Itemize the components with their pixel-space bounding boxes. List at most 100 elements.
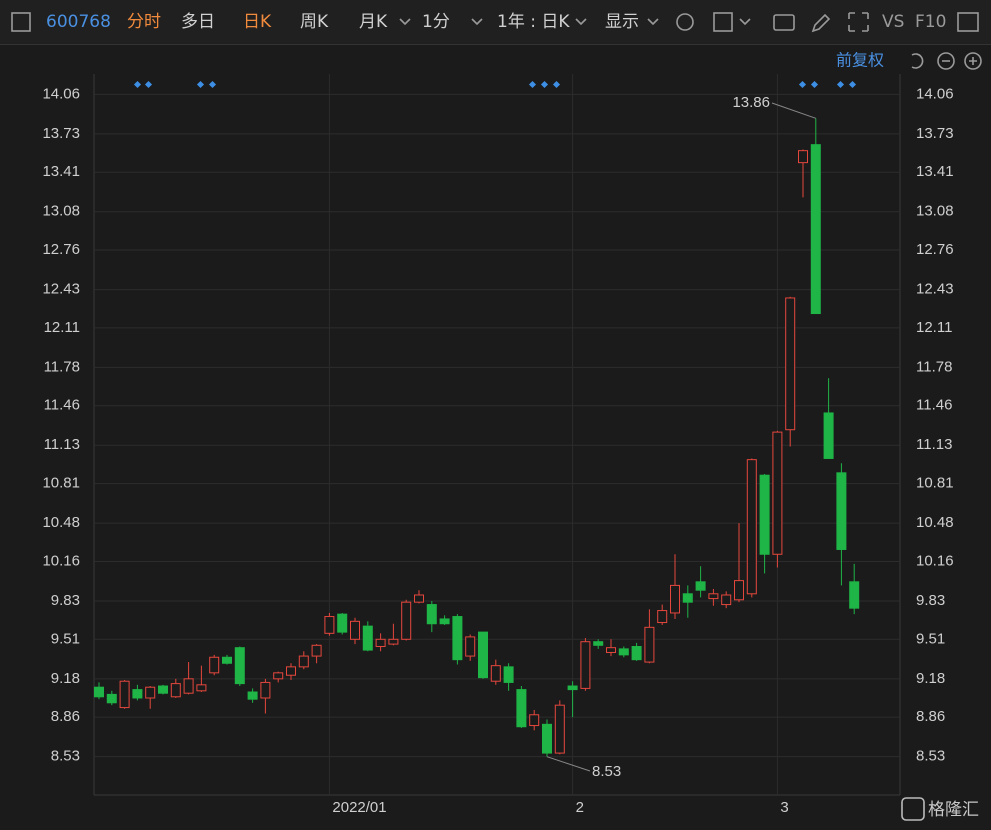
stock-code[interactable]: 600768 [46,12,111,32]
candle-body [158,685,168,694]
y-tick-label: 11.46 [44,397,80,414]
candle-body [286,666,296,676]
y2-tick-label: 12.43 [916,281,954,298]
chevron[interactable] [575,18,587,26]
y-tick-label: 13.73 [42,125,80,142]
f10-button[interactable]: F10 [915,12,946,32]
candle-body [721,594,732,606]
candle-body [247,691,258,700]
y2-tick-label: 13.73 [916,125,954,142]
candle-body [452,616,463,661]
y-tick-label: 12.11 [44,319,80,336]
zoom-out[interactable] [937,52,955,70]
y2-tick-label: 14.06 [916,85,954,102]
y-tick-label: 11.78 [44,358,80,375]
chevron[interactable] [471,18,483,26]
candle-body [375,638,386,647]
y2-tick-label: 10.16 [916,552,954,569]
candle-body [836,472,847,550]
candle-body [542,723,552,754]
y2-tick-label: 10.48 [916,514,954,531]
y-tick-label: 9.83 [51,592,80,609]
y2-tick-label: 8.86 [916,708,945,725]
candle-body [350,620,360,640]
reset-icon[interactable] [911,53,924,69]
candle-body [567,685,578,691]
tab[interactable]: 日K [243,12,272,32]
candle-body [106,693,117,704]
pen-icon[interactable] [811,13,831,33]
tab[interactable]: 分时 [127,12,161,32]
candle-body [810,144,821,315]
tab[interactable]: 1年 : 日K [497,12,570,32]
candle-body [593,641,604,646]
y2-tick-label: 13.08 [916,203,954,220]
settings-icon[interactable] [676,13,694,31]
y-tick-label: 12.43 [42,281,80,298]
y2-tick-label: 12.11 [916,319,952,336]
panel-icon[interactable] [957,12,979,32]
candle-body [337,613,348,633]
max-label: 13.86 [732,94,770,111]
candle-body [260,681,271,699]
y2-tick-label: 11.13 [916,436,952,453]
candle-body [670,584,680,614]
event-markers [133,80,857,89]
x-tick-label: 3 [780,799,788,816]
candle-body [298,655,309,668]
vs-button[interactable]: VS [882,12,904,32]
y2-tick-label: 13.41 [916,163,954,180]
y-tick-label: 8.86 [51,708,80,725]
candle-body [209,656,220,674]
candle-body [170,683,181,698]
candle-body [132,689,143,699]
y-tick-label: 9.51 [51,630,80,647]
adjust-mode[interactable]: 前复权 [836,51,884,70]
candle-body [145,686,156,699]
y-tick-label: 10.48 [42,514,80,531]
min-leader [546,756,591,772]
candle-body [490,665,501,682]
y2-tick-label: 11.46 [916,397,952,414]
candle-body [734,580,744,601]
candle-body [362,625,373,651]
candle-body [478,631,488,679]
y-tick-label: 11.13 [44,436,80,453]
candle-body [682,593,693,603]
y-tick-label: 9.18 [51,670,80,687]
tab[interactable]: 1分 [422,12,450,32]
chevron[interactable] [739,18,751,26]
y2-tick-label: 9.51 [916,630,945,647]
chevron[interactable] [647,18,659,26]
tab[interactable]: 月K [359,12,388,32]
candle-body [439,618,450,625]
min-label: 8.53 [592,763,621,780]
chevron[interactable] [399,18,411,26]
candle-body [222,656,232,664]
expand-icon[interactable] [848,12,869,32]
camera-icon[interactable] [773,14,795,31]
candle-body [465,636,476,657]
candle-body [708,593,719,600]
sidebar-toggle[interactable] [11,12,31,32]
y-tick-label: 8.53 [51,748,80,765]
candle-body [119,680,130,709]
tab[interactable]: 周K [300,12,329,32]
y-tick-label: 13.08 [42,203,80,220]
candle-body [580,641,591,689]
tab[interactable]: 显示 [605,12,639,32]
y-tick-label: 14.06 [42,85,80,102]
checkbox-icon[interactable] [713,12,733,32]
zoom-in[interactable] [964,52,982,70]
candle-body [798,150,808,164]
tab[interactable]: 多日 [181,12,215,32]
y2-tick-label: 11.78 [916,358,952,375]
candle-body [631,645,642,661]
watermark: 格隆汇 [928,800,979,820]
max-leader [771,102,816,119]
candle-body [759,474,770,555]
candle-body [503,666,514,683]
y2-tick-label: 9.18 [916,670,945,687]
